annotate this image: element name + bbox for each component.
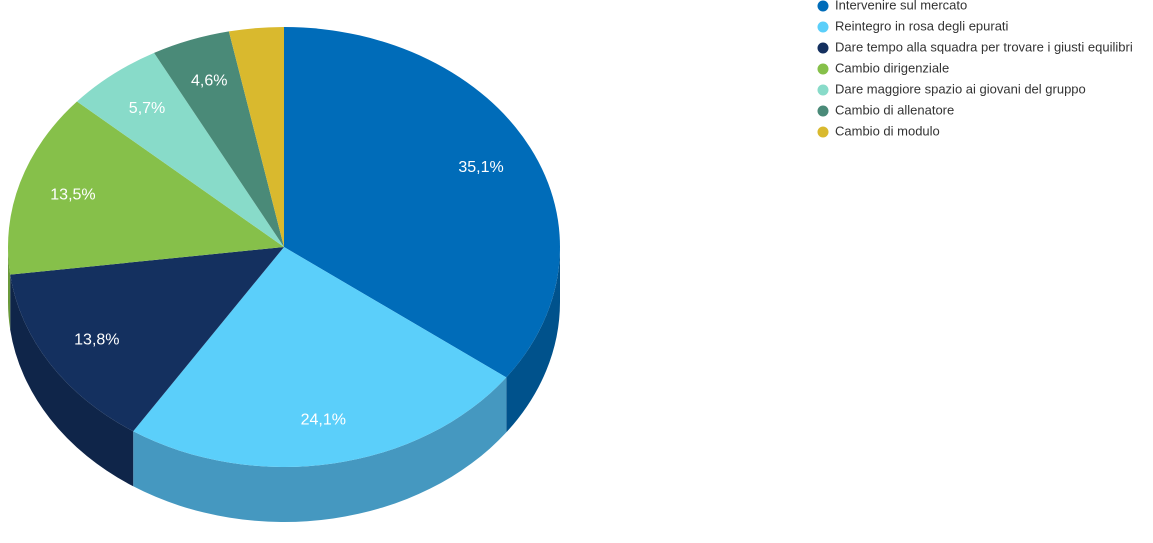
legend-marker — [817, 21, 829, 33]
legend-marker — [817, 63, 829, 75]
slice-side — [10, 274, 134, 487]
data-label: 13,5% — [50, 186, 95, 203]
legend-label: Cambio di modulo — [835, 123, 940, 138]
slice — [228, 27, 284, 247]
legend-label: Dare maggiore spazio ai giovani del grup… — [835, 81, 1086, 96]
legend-label: Intervenire sul mercato — [835, 0, 967, 12]
slice-side — [133, 377, 507, 522]
data-label: 24,1% — [301, 411, 346, 428]
slice — [76, 52, 284, 248]
legend-marker — [817, 126, 829, 138]
legend-label: Cambio di allenatore — [835, 102, 954, 117]
data-label: 4,6% — [191, 73, 227, 90]
data-label: 5,7% — [129, 100, 165, 117]
legend-marker — [817, 42, 829, 54]
legend-label: Reintegro in rosa degli epurati — [835, 18, 1009, 33]
data-label: 13,8% — [74, 332, 119, 349]
slice — [10, 247, 285, 432]
legend-label: Cambio dirigenziale — [835, 60, 949, 75]
slice-side — [506, 247, 560, 433]
data-label: 35,1% — [458, 159, 503, 176]
slice — [8, 101, 285, 275]
slice-side — [8, 247, 11, 330]
legend-marker — [817, 84, 829, 96]
slice — [284, 27, 560, 378]
legend-marker — [817, 0, 829, 12]
legend-marker — [817, 105, 829, 117]
legend-label: Dare tempo alla squadra per trovare i gi… — [835, 39, 1133, 54]
slice — [154, 31, 284, 248]
slice — [133, 247, 507, 467]
